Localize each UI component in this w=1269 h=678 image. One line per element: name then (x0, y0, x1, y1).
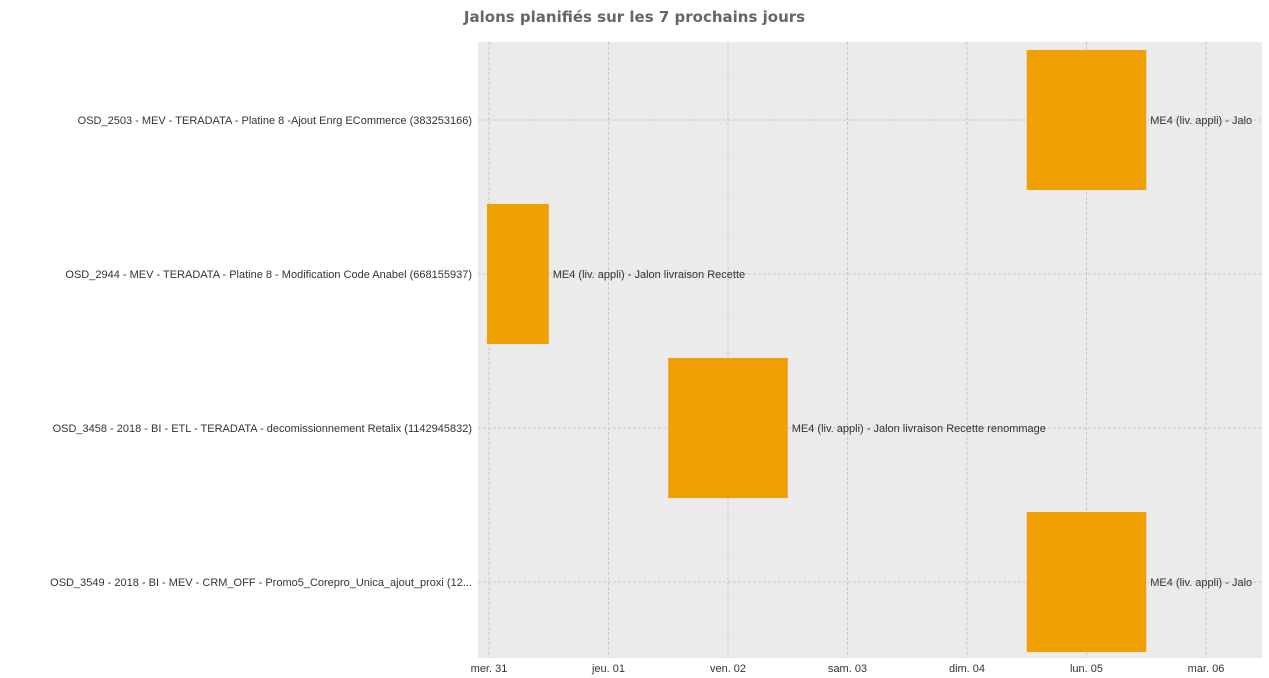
x-tick-label: dim. 04 (949, 663, 985, 675)
category-label: OSD_2503 - MEV - TERADATA - Platine 8 -A… (78, 115, 472, 127)
x-tick-label: lun. 05 (1070, 663, 1103, 675)
x-tick-label: mer. 31 (471, 663, 508, 675)
x-tick-label: jeu. 01 (591, 663, 625, 675)
chart-title: Jalons planifiés sur les 7 prochains jou… (463, 8, 806, 26)
category-label: OSD_2944 - MEV - TERADATA - Platine 8 - … (65, 269, 472, 281)
milestone-label: ME4 (liv. appli) - Jalo (1150, 115, 1252, 127)
x-tick-label: ven. 02 (710, 663, 746, 675)
milestone-bar (1026, 512, 1147, 652)
category-label: OSD_3458 - 2018 - BI - ETL - TERADATA - … (53, 423, 472, 435)
milestone-label: ME4 (liv. appli) - Jalon livraison Recet… (792, 423, 1046, 435)
x-tick-label: mar. 06 (1188, 663, 1225, 675)
milestone-bar (487, 204, 549, 344)
category-label: OSD_3549 - 2018 - BI - MEV - CRM_OFF - P… (50, 577, 472, 589)
milestone-label: ME4 (liv. appli) - Jalon livraison Recet… (553, 269, 745, 281)
milestone-label: ME4 (liv. appli) - Jalo (1150, 577, 1252, 589)
milestone-bar (668, 358, 788, 498)
milestone-bar (1026, 50, 1147, 190)
x-tick-label: sam. 03 (828, 663, 867, 675)
